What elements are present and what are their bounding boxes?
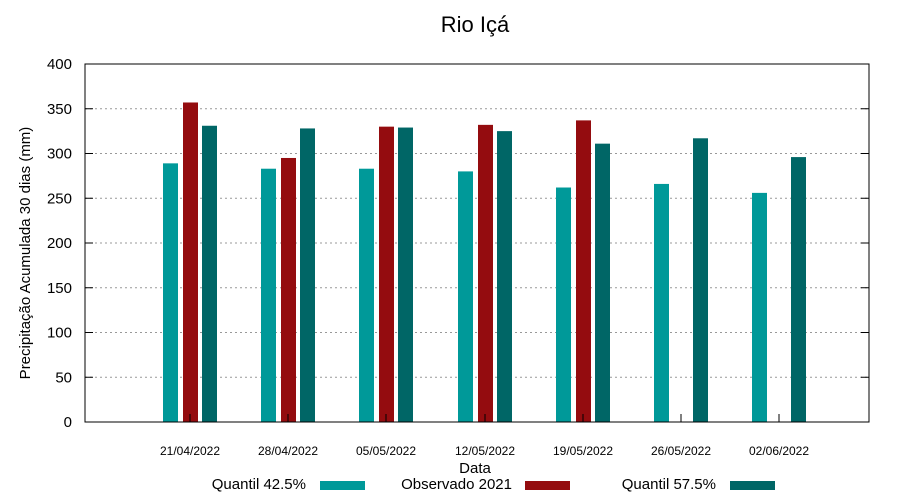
y-tick-label: 200 (47, 235, 72, 252)
bar-observado-2021-2 (379, 126, 394, 423)
x-tick-label: 21/04/2022 (160, 444, 220, 458)
bar-quantil-42-5--0 (163, 163, 178, 422)
bar-quantil-42-5--5 (654, 183, 669, 422)
x-tick-label: 28/04/2022 (258, 444, 318, 458)
x-axis-label: Data (459, 460, 491, 477)
bar-observado-2021-1 (281, 157, 296, 422)
bar-observado-2021-3 (478, 124, 493, 423)
bar-quantil-42-5--2 (359, 168, 374, 422)
legend-swatch (730, 481, 775, 490)
x-tick-label: 26/05/2022 (651, 444, 711, 458)
y-axis-label: Precipitação Acumulada 30 dias (mm) (17, 127, 34, 380)
x-tick-label: 02/06/2022 (749, 444, 809, 458)
bar-quantil-42-5--4 (556, 187, 571, 422)
y-tick-label: 100 (47, 325, 72, 342)
legend-swatch (320, 481, 365, 490)
bar-quantil-57-5--3 (497, 131, 512, 422)
legend: Quantil 42.5% Observado 2021 Quantil 57.5% (212, 476, 775, 493)
bar-quantil-57-5--4 (595, 143, 610, 422)
y-tick-label: 400 (47, 56, 72, 73)
bar-quantil-42-5--3 (458, 171, 473, 422)
x-axis: 21/04/2022 28/04/2022 05/05/2022 12/05/2022… (160, 414, 809, 458)
legend-label: Quantil 57.5% (622, 476, 716, 493)
bar-quantil-42-5--6 (752, 192, 767, 422)
y-tick-label: 0 (64, 414, 72, 431)
y-tick-label: 50 (55, 369, 72, 386)
bar-quantil-57-5--1 (300, 128, 315, 422)
x-tick-label: 12/05/2022 (455, 444, 515, 458)
bars (163, 102, 806, 423)
bar-quantil-57-5--0 (202, 125, 217, 422)
y-tick-label: 150 (47, 280, 72, 297)
y-tick-label: 250 (47, 190, 72, 207)
bar-quantil-57-5--2 (398, 127, 413, 423)
bar-quantil-57-5--6 (791, 157, 806, 422)
x-tick-label: 05/05/2022 (356, 444, 416, 458)
legend-label: Quantil 42.5% (212, 476, 306, 493)
legend-label: Observado 2021 (401, 476, 512, 493)
legend-swatch (525, 481, 570, 490)
bar-observado-2021-0 (183, 102, 198, 423)
bar-quantil-57-5--5 (693, 138, 708, 422)
bar-observado-2021-4 (576, 120, 591, 422)
y-axis: 0 50 100 150 200 250 300 350 400 (47, 56, 869, 431)
y-tick-label: 350 (47, 101, 72, 118)
y-tick-label: 300 (47, 146, 72, 163)
chart-title: Rio Içá (441, 12, 510, 37)
bar-quantil-42-5--1 (261, 168, 276, 422)
x-tick-label: 19/05/2022 (553, 444, 613, 458)
